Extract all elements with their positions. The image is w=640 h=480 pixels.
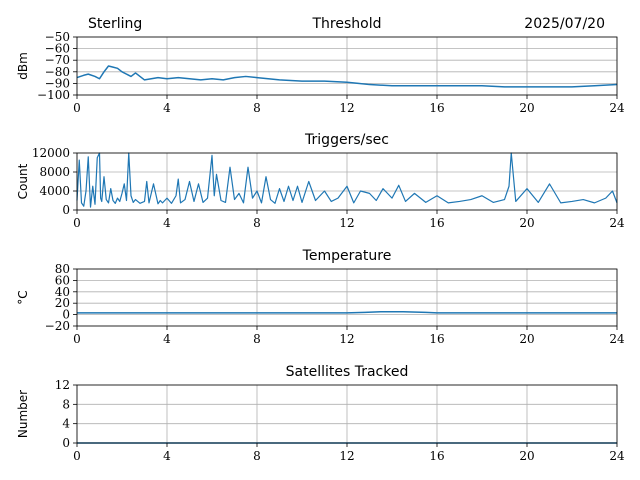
chart-1-x-tick-label-4: 16 — [429, 216, 444, 230]
chart-3-x-tick-label-3: 12 — [339, 449, 354, 463]
chart-2-y-tick-label-4: 60 — [55, 273, 70, 287]
chart-1-x-tick-label-6: 24 — [609, 216, 625, 230]
chart-0-x-tick-label-1: 4 — [163, 101, 171, 115]
chart-2-y-tick-label-5: 80 — [55, 262, 70, 276]
chart-2-y-tick-label-0: −20 — [45, 319, 70, 333]
chart-1-y-axis-label: Count — [16, 163, 30, 199]
chart-2-series-line — [77, 311, 617, 314]
chart-3-x-tick-label-2: 8 — [253, 449, 261, 463]
chart-0-x-tick-label-6: 24 — [609, 101, 625, 115]
chart-2-y-tick-label-1: 0 — [62, 308, 70, 322]
chart-3-x-tick-label-0: 0 — [73, 449, 81, 463]
chart-3-x-tick-label-1: 4 — [163, 449, 171, 463]
chart-0-y-tick-label-3: −70 — [45, 53, 70, 67]
chart-2-x-tick-label-1: 4 — [163, 332, 171, 346]
chart-2-y-tick-label-2: 20 — [55, 296, 70, 310]
chart-2-y-axis-label: °C — [16, 290, 30, 304]
chart-3-title: Satellites Tracked — [286, 364, 409, 380]
satellites-panel: 0 4 8 12 16 20 24 0 4 8 12 Satellites Tracked Number — [16, 364, 625, 463]
chart-1-series-line — [76, 152, 618, 208]
chart-2-x-tick-label-4: 16 — [429, 332, 444, 346]
chart-3-y-tick-label-0: 0 — [62, 436, 70, 450]
chart-3-y-axis-label: Number — [16, 390, 30, 438]
chart-3-x-tick-label-5: 20 — [519, 449, 534, 463]
chart-3-y-tick-label-3: 12 — [55, 378, 70, 392]
chart-0-title: Threshold — [312, 16, 382, 32]
chart-0-x-tick-label-5: 20 — [519, 101, 534, 115]
chart-0-x-tick-label-2: 8 — [253, 101, 261, 115]
chart-2-x-tick-label-3: 12 — [339, 332, 354, 346]
chart-2-x-tick-label-5: 20 — [519, 332, 534, 346]
chart-0-y-tick-label-1: −90 — [45, 76, 70, 90]
chart-1-y-tick-label-2: 8000 — [39, 165, 70, 179]
chart-3-x-tick-label-4: 16 — [429, 449, 444, 463]
chart-3-y-tick-label-1: 4 — [62, 417, 70, 431]
chart-3-x-tick-label-6: 24 — [609, 449, 625, 463]
chart-2-title: Temperature — [302, 248, 392, 264]
chart-2-x-tick-label-6: 24 — [609, 332, 625, 346]
chart-0-x-tick-label-0: 0 — [73, 101, 81, 115]
chart-1-x-tick-label-5: 20 — [519, 216, 534, 230]
chart-0-x-tick-label-3: 12 — [339, 101, 354, 115]
chart-0-y-tick-label-0: −100 — [37, 88, 70, 102]
chart-2-y-tick-label-3: 40 — [55, 285, 70, 299]
chart-2-x-tick-label-0: 0 — [73, 332, 81, 346]
chart-1-x-tick-label-2: 8 — [253, 216, 261, 230]
chart-0-series-line — [76, 65, 618, 88]
triggers-panel: 0 4 8 12 16 20 24 0 4000 8000 12000 Triggers/sec Cou… — [16, 132, 625, 230]
chart-1-y-tick-label-3: 12000 — [32, 146, 70, 160]
chart-1-y-tick-label-1: 4000 — [39, 184, 70, 198]
chart-0-y-axis-label: dBm — [16, 52, 30, 80]
chart-2-x-tick-label-2: 8 — [253, 332, 261, 346]
chart-0-y-tick-label-2: −80 — [45, 65, 70, 79]
chart-0-x-tick-label-4: 16 — [429, 101, 444, 115]
chart-0-y-tick-label-4: −60 — [45, 42, 70, 56]
chart-0-y-tick-label-5: −50 — [45, 30, 70, 44]
date-label: 2025/07/20 — [524, 16, 605, 32]
threshold-panel: 0 4 8 12 16 20 24 −100−90−80−70−60−50 Threshold d… — [16, 16, 625, 115]
chart-1-x-tick-label-0: 0 — [73, 216, 81, 230]
chart-1-x-tick-label-1: 4 — [163, 216, 171, 230]
chart-1-x-tick-label-3: 12 — [339, 216, 354, 230]
chart-1-y-tick-label-0: 0 — [62, 203, 70, 217]
chart-3-y-tick-label-2: 8 — [62, 397, 70, 411]
station-label: Sterling — [88, 16, 142, 32]
chart-1-title: Triggers/sec — [304, 132, 389, 148]
